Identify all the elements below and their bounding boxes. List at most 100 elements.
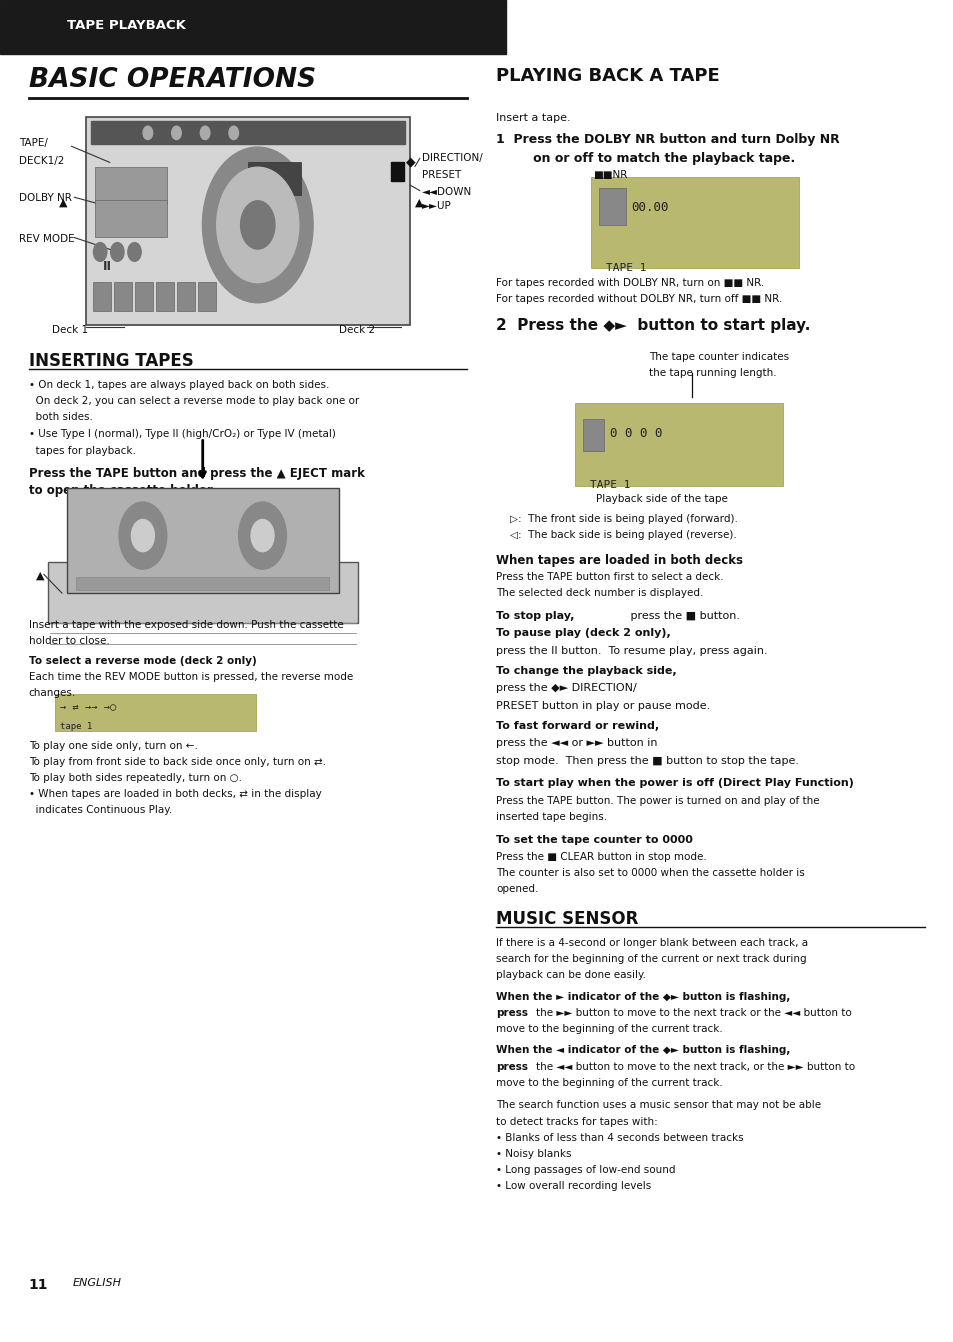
Text: DOLBY NR: DOLBY NR [19,193,71,203]
Text: indicates Continuous Play.: indicates Continuous Play. [29,805,172,815]
Text: For tapes recorded without DOLBY NR, turn off ■■ NR.: For tapes recorded without DOLBY NR, tur… [496,294,781,303]
Text: To pause play (deck 2 only),: To pause play (deck 2 only), [496,628,670,637]
Text: To start play when the power is off (Direct Play Function): To start play when the power is off (Dir… [496,778,853,788]
Text: the ►► button to move to the next track or the ◄◄ button to: the ►► button to move to the next track … [536,1008,851,1017]
Circle shape [172,126,181,140]
Bar [114,282,132,311]
Text: playback can be done easily.: playback can be done easily. [496,970,645,980]
Text: For tapes recorded with DOLBY NR, turn on ■■ NR.: For tapes recorded with DOLBY NR, turn o… [496,278,763,287]
Text: changes.: changes. [29,688,76,698]
Text: Press the TAPE button. The power is turned on and play of the: Press the TAPE button. The power is turn… [496,796,819,805]
Text: ▲: ▲ [415,197,423,207]
Text: BASIC OPERATIONS: BASIC OPERATIONS [29,67,315,93]
Text: 2  Press the ◆►  button to start play.: 2 Press the ◆► button to start play. [496,318,810,333]
Text: PLAYING BACK A TAPE: PLAYING BACK A TAPE [496,67,720,85]
Text: • On deck 1, tapes are always played back on both sides.: • On deck 1, tapes are always played bac… [29,380,329,389]
Text: Playback side of the tape: Playback side of the tape [596,494,727,503]
Text: • Long passages of low-end sound: • Long passages of low-end sound [496,1165,675,1174]
Text: 0 0 0 0: 0 0 0 0 [609,427,661,440]
Text: On deck 2, you can select a reverse mode to play back one or: On deck 2, you can select a reverse mode… [29,396,358,405]
Text: ▷:  The front side is being played (forward).: ▷: The front side is being played (forwa… [510,514,738,523]
Circle shape [128,243,141,262]
Text: DIRECTION/: DIRECTION/ [421,153,482,162]
Text: → ⇄ →→ →○: → ⇄ →→ →○ [60,702,116,711]
Text: PRESET button in play or pause mode.: PRESET button in play or pause mode. [496,701,710,710]
Text: ■■NR: ■■NR [593,170,627,180]
Text: • Noisy blanks: • Noisy blanks [496,1149,571,1158]
Bar [575,403,782,486]
Bar [76,577,329,590]
Text: The counter is also set to 0000 when the cassette holder is: The counter is also set to 0000 when the… [496,868,804,878]
Text: Deck 2: Deck 2 [338,325,375,334]
Bar [93,282,111,311]
Text: Press the TAPE button first to select a deck.: Press the TAPE button first to select a … [496,572,723,581]
Bar [67,488,338,593]
Bar [86,117,410,325]
Text: The search function uses a music sensor that may not be able: The search function uses a music sensor … [496,1100,821,1110]
Text: Deck 1: Deck 1 [52,325,89,334]
Text: To stop play,: To stop play, [496,611,574,620]
Text: both sides.: both sides. [29,412,92,421]
Text: TAPE 1: TAPE 1 [589,480,629,490]
Text: press the ■ button.: press the ■ button. [626,611,739,620]
Bar [95,200,167,238]
Text: press: press [496,1062,528,1071]
Text: ◆: ◆ [406,156,416,169]
Text: • Use Type I (normal), Type II (high/CrO₂) or Type IV (metal): • Use Type I (normal), Type II (high/CrO… [29,429,335,439]
Bar [177,282,194,311]
Circle shape [240,201,274,250]
Text: tapes for playback.: tapes for playback. [29,446,135,455]
Text: the ◄◄ button to move to the next track, or the ►► button to: the ◄◄ button to move to the next track,… [536,1062,855,1071]
Bar [598,188,625,225]
Text: To set the tape counter to 0000: To set the tape counter to 0000 [496,835,692,844]
Text: ◄◄DOWN: ◄◄DOWN [421,187,472,196]
Text: 11: 11 [29,1278,48,1291]
Text: opened.: opened. [496,884,537,894]
Text: Press the ■ CLEAR button in stop mode.: Press the ■ CLEAR button in stop mode. [496,852,706,862]
Text: stop mode.  Then press the ■ button to stop the tape.: stop mode. Then press the ■ button to st… [496,756,799,765]
Text: ENGLISH: ENGLISH [72,1278,121,1287]
Text: TAPE PLAYBACK: TAPE PLAYBACK [67,19,186,32]
Circle shape [111,243,124,262]
Circle shape [238,502,286,569]
Text: the tape running length.: the tape running length. [648,368,776,377]
Text: 1  Press the DOLBY NR button and turn Dolby NR: 1 Press the DOLBY NR button and turn Dol… [496,133,839,146]
Text: The tape counter indicates: The tape counter indicates [648,352,788,361]
Text: When the ◄ indicator of the ◆► button is flashing,: When the ◄ indicator of the ◆► button is… [496,1045,790,1055]
Text: holder to close.: holder to close. [29,636,110,646]
Circle shape [132,519,154,552]
Text: To select a reverse mode (deck 2 only): To select a reverse mode (deck 2 only) [29,656,256,666]
Text: DECK1/2: DECK1/2 [19,156,65,165]
Text: 00.00: 00.00 [631,201,668,215]
Text: to detect tracks for tapes with:: to detect tracks for tapes with: [496,1117,658,1126]
Text: press: press [496,1008,528,1017]
Circle shape [216,168,298,283]
Text: to open the cassette holder.: to open the cassette holder. [29,484,215,498]
Text: • When tapes are loaded in both decks, ⇄ in the display: • When tapes are loaded in both decks, ⇄… [29,789,321,798]
Bar [582,419,603,451]
Text: move to the beginning of the current track.: move to the beginning of the current tra… [496,1078,722,1087]
Bar [198,282,215,311]
Text: press the II button.  To resume play, press again.: press the II button. To resume play, pre… [496,646,767,655]
Text: Insert a tape with the exposed side down. Push the cassette: Insert a tape with the exposed side down… [29,620,343,629]
Circle shape [93,243,107,262]
Text: Each time the REV MODE button is pressed, the reverse mode: Each time the REV MODE button is pressed… [29,672,353,682]
Text: ▲: ▲ [36,570,45,580]
Circle shape [143,126,152,140]
Text: search for the beginning of the current or next track during: search for the beginning of the current … [496,954,806,964]
Bar [248,162,300,195]
Text: PRESET: PRESET [421,170,460,180]
Bar [91,121,405,144]
Text: To play one side only, turn on ←.: To play one side only, turn on ←. [29,741,197,750]
Text: • Blanks of less than 4 seconds between tracks: • Blanks of less than 4 seconds between … [496,1133,743,1142]
Text: ▲: ▲ [59,197,68,207]
Text: tape 1: tape 1 [60,722,92,731]
Text: REV MODE: REV MODE [19,234,74,243]
Text: press the ◄◄ or ►► button in: press the ◄◄ or ►► button in [496,738,657,747]
Bar [391,162,404,181]
Circle shape [229,126,238,140]
Bar [0,0,505,54]
Text: on or off to match the playback tape.: on or off to match the playback tape. [519,152,795,165]
Bar [591,177,799,268]
Text: To fast forward or rewind,: To fast forward or rewind, [496,721,659,730]
